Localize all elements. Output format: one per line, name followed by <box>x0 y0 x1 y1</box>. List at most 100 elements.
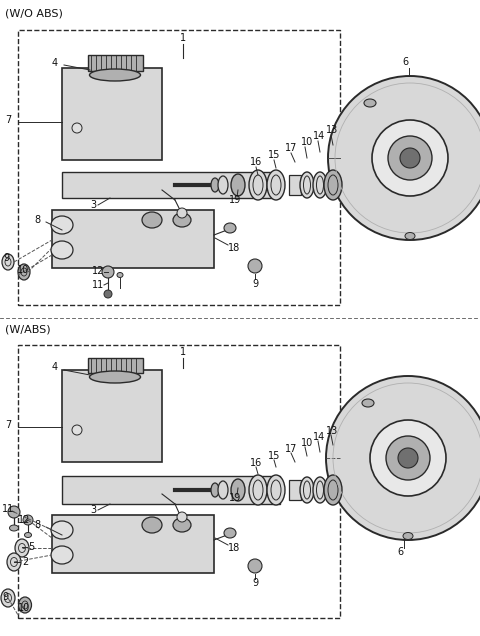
Ellipse shape <box>300 477 314 503</box>
Circle shape <box>23 515 33 525</box>
Ellipse shape <box>300 172 314 198</box>
Text: 7: 7 <box>5 420 11 430</box>
Text: 8: 8 <box>34 520 40 530</box>
Text: 6: 6 <box>402 57 408 67</box>
Text: 5: 5 <box>28 542 34 552</box>
Ellipse shape <box>15 539 29 557</box>
Text: 9: 9 <box>252 279 258 289</box>
Text: 4: 4 <box>52 58 58 68</box>
Ellipse shape <box>173 213 191 227</box>
Ellipse shape <box>72 123 82 133</box>
Ellipse shape <box>72 425 82 435</box>
Ellipse shape <box>211 178 219 192</box>
Text: 8: 8 <box>34 215 40 225</box>
Ellipse shape <box>51 241 73 259</box>
Ellipse shape <box>218 481 228 499</box>
Text: (W/O ABS): (W/O ABS) <box>5 9 63 19</box>
Circle shape <box>102 266 114 278</box>
Text: 9: 9 <box>252 578 258 588</box>
Circle shape <box>386 436 430 480</box>
Text: 11: 11 <box>2 504 14 514</box>
Bar <box>289 480 301 500</box>
Ellipse shape <box>313 172 327 198</box>
Ellipse shape <box>211 483 219 497</box>
Ellipse shape <box>324 170 342 200</box>
Text: 9: 9 <box>3 253 9 263</box>
Ellipse shape <box>51 521 73 539</box>
Ellipse shape <box>89 371 141 383</box>
Circle shape <box>104 290 112 298</box>
Ellipse shape <box>89 69 141 81</box>
Bar <box>289 175 301 195</box>
Text: 3: 3 <box>90 505 96 515</box>
Ellipse shape <box>231 174 245 196</box>
Text: 10: 10 <box>18 603 30 613</box>
Circle shape <box>328 76 480 240</box>
Ellipse shape <box>173 518 191 532</box>
Text: 16: 16 <box>250 458 262 468</box>
Ellipse shape <box>267 475 285 505</box>
Circle shape <box>177 512 187 522</box>
Ellipse shape <box>231 479 245 501</box>
Ellipse shape <box>2 254 14 270</box>
Ellipse shape <box>19 597 32 613</box>
Ellipse shape <box>7 553 21 571</box>
Ellipse shape <box>218 176 228 194</box>
Text: 9: 9 <box>2 592 8 602</box>
Bar <box>52 515 214 573</box>
Text: 12: 12 <box>18 515 30 525</box>
Circle shape <box>248 259 262 273</box>
Text: 13: 13 <box>326 125 338 135</box>
Text: 10: 10 <box>301 137 313 147</box>
Text: 6: 6 <box>397 547 403 557</box>
Text: 1: 1 <box>180 33 186 43</box>
Text: 12: 12 <box>92 266 104 276</box>
Ellipse shape <box>267 170 285 200</box>
Ellipse shape <box>51 216 73 234</box>
Ellipse shape <box>249 475 267 505</box>
Text: 1: 1 <box>180 347 186 357</box>
Text: 16: 16 <box>250 157 262 167</box>
Text: 15: 15 <box>268 150 280 160</box>
Ellipse shape <box>224 223 236 233</box>
Circle shape <box>398 448 418 468</box>
Text: 4: 4 <box>52 362 58 372</box>
Ellipse shape <box>313 477 327 503</box>
Bar <box>88 55 143 71</box>
Bar <box>88 358 143 373</box>
Text: 13: 13 <box>326 426 338 436</box>
Text: 10: 10 <box>301 438 313 448</box>
Ellipse shape <box>324 475 342 505</box>
Text: 19: 19 <box>229 195 241 205</box>
Bar <box>62 476 280 504</box>
Ellipse shape <box>362 399 374 407</box>
Ellipse shape <box>51 546 73 564</box>
Circle shape <box>326 376 480 540</box>
Ellipse shape <box>142 212 162 228</box>
Bar <box>62 370 162 462</box>
Ellipse shape <box>249 170 267 200</box>
Text: 19: 19 <box>229 493 241 503</box>
Text: 18: 18 <box>228 543 240 553</box>
Ellipse shape <box>403 532 413 539</box>
Ellipse shape <box>405 233 415 240</box>
Ellipse shape <box>142 517 162 533</box>
Bar <box>62 68 162 160</box>
Ellipse shape <box>1 589 15 607</box>
Bar <box>62 172 280 198</box>
Bar <box>18 345 340 618</box>
Text: 14: 14 <box>313 432 325 442</box>
Ellipse shape <box>24 532 32 537</box>
Text: 7: 7 <box>5 115 11 125</box>
Text: 15: 15 <box>268 451 280 461</box>
Circle shape <box>372 120 448 196</box>
Text: 18: 18 <box>228 243 240 253</box>
Text: 14: 14 <box>313 131 325 141</box>
Text: 11: 11 <box>92 280 104 290</box>
Ellipse shape <box>364 99 376 107</box>
Bar <box>52 210 214 268</box>
Ellipse shape <box>10 525 19 531</box>
Text: 17: 17 <box>285 444 298 454</box>
Circle shape <box>400 148 420 168</box>
Text: 17: 17 <box>285 143 298 153</box>
